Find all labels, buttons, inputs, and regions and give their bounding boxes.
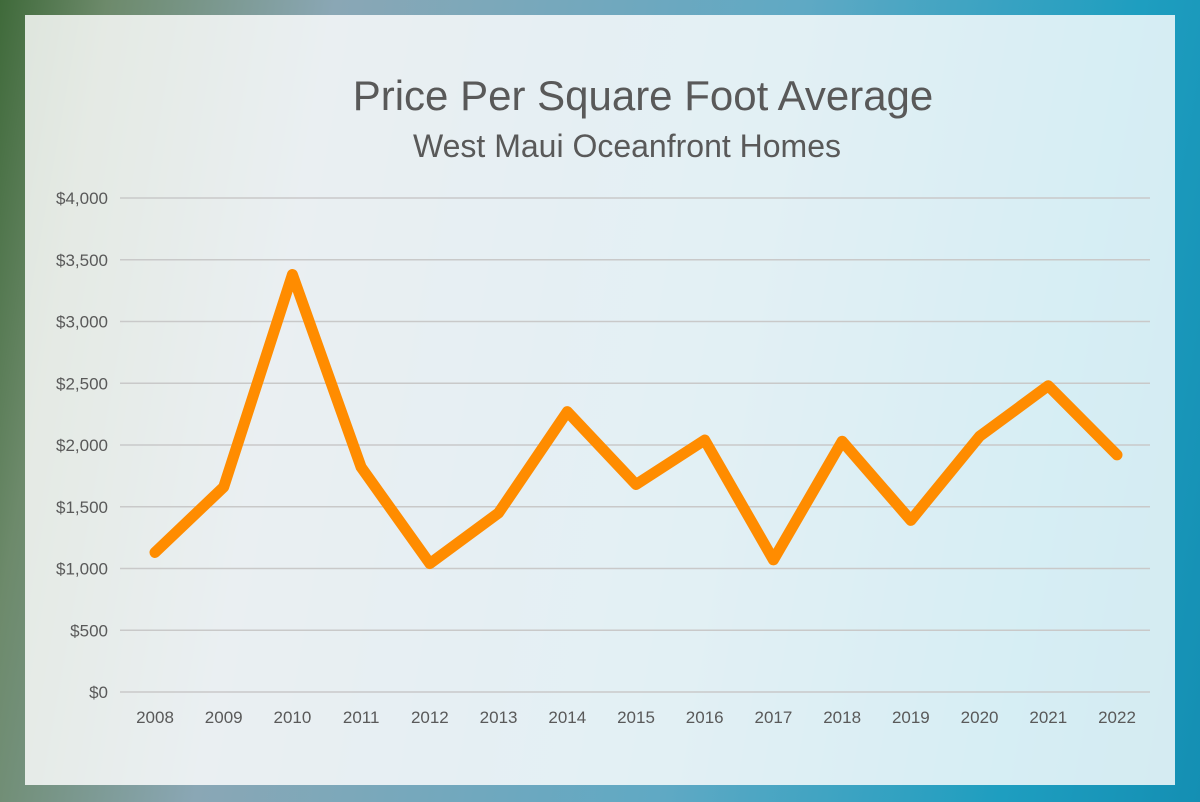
series-line (149, 269, 1123, 570)
x-tick-label: 2011 (343, 708, 380, 727)
x-tick-label: 2009 (205, 708, 243, 727)
chart-subtitle: West Maui Oceanfront Homes (412, 128, 841, 164)
x-tick-label: 2018 (823, 708, 861, 727)
y-tick-label: $2,000 (56, 436, 108, 455)
x-tick-label: 2022 (1098, 708, 1136, 727)
x-tick-label: 2021 (1029, 708, 1067, 727)
chart-title: Price Per Square Foot Average (352, 72, 934, 119)
x-tick-label: 2015 (617, 708, 655, 727)
x-tick-label: 2020 (961, 708, 999, 727)
x-tick-label: 2012 (411, 708, 449, 727)
x-tick-label: 2008 (136, 708, 174, 727)
x-tick-label: 2013 (480, 708, 518, 727)
chart-panel (25, 15, 1175, 785)
y-tick-label: $500 (70, 621, 108, 640)
x-tick-label: 2019 (892, 708, 930, 727)
x-tick-label: 2010 (274, 708, 312, 727)
x-tick-label: 2016 (686, 708, 724, 727)
x-tick-label: 2017 (755, 708, 793, 727)
y-tick-label: $1,500 (56, 498, 108, 517)
y-tick-label: $3,000 (56, 313, 108, 332)
x-tick-label: 2014 (548, 708, 586, 727)
y-tick-label: $2,500 (56, 374, 108, 393)
y-tick-label: $3,500 (56, 251, 108, 270)
y-tick-label: $1,000 (56, 560, 108, 579)
y-tick-label: $0 (89, 683, 108, 702)
y-tick-label: $4,000 (56, 189, 108, 208)
